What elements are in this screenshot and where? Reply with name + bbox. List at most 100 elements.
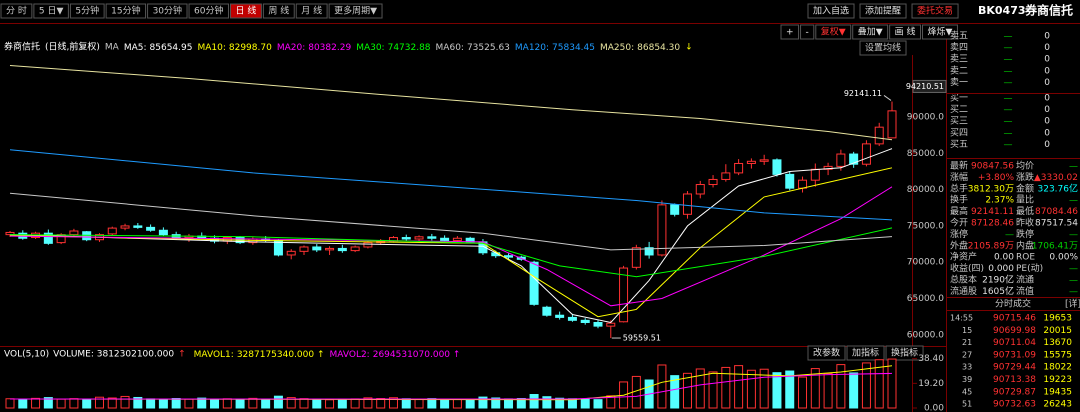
chart-tool[interactable]: 画 线 — [895, 26, 916, 38]
candle-body — [69, 230, 79, 236]
volume-bar — [836, 364, 846, 409]
period-tab[interactable]: 5分钟 — [75, 5, 99, 17]
volume-bar — [529, 394, 539, 409]
stat-label: PE(动) — [1016, 263, 1043, 274]
period-tab[interactable]: 更多周期▼ — [334, 5, 377, 17]
book-volume: 0 — [1044, 105, 1050, 115]
indicator-button-box — [846, 345, 885, 361]
period-tab[interactable]: 周 线 — [268, 5, 289, 17]
volume-bar — [82, 398, 92, 409]
candle-body — [555, 314, 565, 318]
volume-bar — [542, 396, 552, 409]
volume-bar — [427, 398, 437, 409]
candle-body — [593, 321, 603, 327]
ma-value: 86854.30 — [637, 43, 680, 53]
candle-body — [785, 173, 795, 189]
ma-settings-button[interactable]: 设置均线 — [865, 42, 901, 54]
chart-title: 券商信托 — [4, 41, 40, 53]
volume-bar — [376, 397, 386, 409]
chart-tool-box — [780, 24, 800, 40]
stat-label: 内盘 — [1016, 239, 1034, 251]
ma-value: 75834.45 — [552, 43, 595, 53]
period-tab[interactable]: 分 时 — [6, 5, 27, 17]
candle-body — [452, 237, 462, 241]
trade-time: 45 — [962, 387, 972, 396]
indicator-button[interactable]: 加指标 — [852, 347, 879, 359]
period-tab-box — [69, 3, 105, 19]
chart-tool[interactable]: + — [786, 28, 794, 38]
volume-bar — [657, 364, 667, 409]
ma-line — [9, 148, 893, 324]
ma-name: MA5: — [124, 43, 147, 53]
index-code: BK0473 — [978, 4, 1026, 17]
trade-time: 51 — [962, 400, 972, 409]
stat-value: — — [1005, 230, 1014, 240]
indicator-button[interactable]: 改参数 — [813, 347, 840, 359]
candle-body — [619, 267, 629, 323]
book-volume: 0 — [1044, 94, 1050, 104]
candle-body — [836, 153, 846, 167]
candle-body — [337, 247, 347, 252]
period-tab-box — [229, 3, 262, 19]
volume-bar — [759, 368, 769, 409]
trades-detail-button[interactable]: [详] — [1065, 298, 1080, 310]
period-tab[interactable]: 日 线 — [235, 5, 256, 17]
volume-bar — [414, 398, 424, 409]
period-tab[interactable]: 15分钟 — [111, 5, 140, 17]
period-tab[interactable]: 月 线 — [301, 5, 322, 17]
ma-name: MA10: — [197, 43, 225, 53]
mavol-name: MAVOL1: — [194, 350, 234, 360]
volume-title: VOL(5,10) — [4, 350, 49, 360]
candle-body — [43, 232, 53, 244]
stat-label: 流通 — [1016, 274, 1034, 286]
y-tick-label: 70000.0 — [907, 258, 944, 268]
action-button[interactable]: 添加提醒 — [865, 6, 901, 17]
candle-body — [644, 247, 654, 256]
volume-bar — [849, 372, 859, 409]
volume-bar — [5, 398, 15, 409]
action-button[interactable]: 加入自选 — [813, 5, 849, 17]
chart-tool[interactable]: 复权▼ — [821, 26, 846, 38]
candle-body — [682, 193, 692, 215]
volume-bar — [810, 368, 820, 409]
volume-bar — [452, 398, 462, 409]
period-tab-box — [262, 3, 295, 19]
trade-price: 90729.87 — [993, 387, 1036, 397]
volume-bar — [248, 397, 258, 409]
stat-label: 流值 — [1016, 285, 1034, 297]
ma-line — [9, 149, 893, 221]
volume-bar — [69, 398, 79, 409]
action-button[interactable]: 委托交易 — [917, 5, 953, 17]
ma-value: 85654.95 — [150, 43, 193, 53]
period-tab-box — [295, 3, 328, 19]
stat-label: 收益(四) — [950, 262, 984, 274]
chart-subtitle: (日线,前复权) — [45, 41, 100, 53]
stat-label: 流通股 — [950, 285, 977, 297]
volume-bar — [721, 366, 731, 409]
chart-tool[interactable]: 烽烁▼ — [928, 26, 953, 38]
volume-bar — [120, 395, 130, 409]
ma-line — [9, 227, 893, 278]
stat-label: 跌停 — [1016, 228, 1034, 240]
trade-time: 33 — [962, 363, 972, 372]
stat-label: 金额 — [1016, 182, 1034, 194]
volume-bar — [350, 398, 360, 409]
candle-body — [401, 237, 411, 240]
period-tab-box — [328, 3, 383, 19]
volume-bar — [312, 398, 322, 409]
indicator-button[interactable]: 换指标 — [891, 347, 918, 359]
period-tab[interactable]: 5 日▼ — [39, 6, 64, 17]
chart-tool[interactable]: - — [806, 28, 809, 38]
period-tab[interactable]: 30分钟 — [153, 5, 182, 17]
trade-time: 14:55 — [950, 314, 973, 323]
action-button-box — [911, 3, 959, 19]
candle-body — [849, 153, 859, 165]
chart-tool[interactable]: 叠加▼ — [858, 27, 883, 38]
candle-body — [312, 246, 322, 251]
period-tab[interactable]: 60分钟 — [194, 5, 223, 17]
stat-value: 2190亿 — [982, 274, 1014, 286]
volume-bar — [465, 399, 475, 409]
candle-body — [721, 172, 731, 180]
book-price: — — [1004, 32, 1013, 42]
